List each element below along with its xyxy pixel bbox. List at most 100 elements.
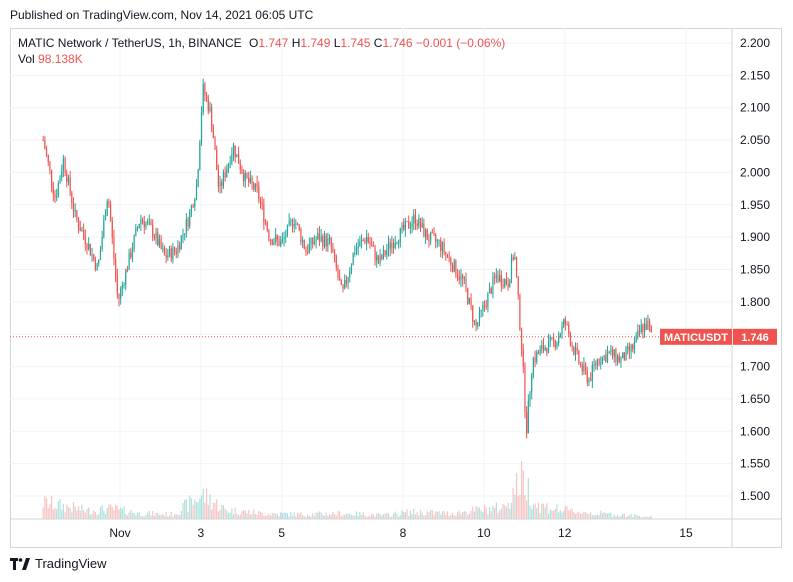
change-value: −0.001 (−0.06%): [415, 36, 506, 50]
candle-body: [441, 242, 444, 251]
symbol-label[interactable]: MATIC Network / TetherUS, 1h, BINANCE: [18, 36, 242, 50]
y-tick-label: 1.700: [740, 360, 770, 374]
volume-bar: [536, 508, 538, 519]
volume-bar: [307, 514, 309, 519]
price-axis: 2.200 2.150 2.100 2.050 2.000 1.950 1.900 1.850…: [740, 36, 770, 503]
candle-body: [42, 140, 44, 142]
candle-body: [180, 235, 182, 250]
candle-body: [342, 284, 344, 289]
volume-bar: [291, 516, 294, 519]
volume-bar: [623, 513, 625, 519]
candle-body: [227, 163, 230, 170]
volume-bar: [89, 515, 91, 519]
volume-bar: [483, 504, 486, 519]
candle-body: [141, 219, 144, 222]
candle-body: [372, 245, 374, 247]
candle-body: [379, 255, 381, 264]
candle-body: [630, 344, 632, 352]
candle-body: [371, 244, 373, 246]
volume-bar: [207, 504, 209, 519]
volume-bar: [325, 512, 327, 519]
volume-bar: [507, 502, 509, 519]
volume-bar: [573, 512, 575, 519]
candle-body: [307, 251, 309, 253]
candle-body: [120, 289, 122, 299]
candle-body: [384, 250, 386, 255]
volume-bar: [458, 510, 460, 519]
candle-body: [418, 218, 420, 226]
candle-body: [458, 277, 460, 280]
volume-bar: [271, 513, 273, 519]
volume-bar: [276, 513, 278, 519]
candle-body: [328, 238, 331, 240]
candle-body: [302, 240, 304, 243]
candle-body: [642, 324, 644, 332]
volume-bar: [463, 511, 465, 519]
volume-bar: [241, 511, 243, 519]
volume-bar: [460, 514, 462, 519]
candle-body: [522, 349, 524, 367]
candle-body: [635, 335, 637, 342]
volume-bar: [595, 515, 597, 519]
candle-body: [509, 280, 511, 288]
volume-bar: [179, 514, 181, 519]
candle-body: [369, 241, 371, 245]
candle-body: [362, 239, 364, 241]
volume-bar: [564, 506, 566, 519]
candle-body: [389, 242, 391, 249]
candle-body: [323, 235, 326, 247]
candle-body: [401, 224, 403, 229]
x-tick-label: 12: [558, 526, 572, 540]
volume-bar: [494, 507, 496, 519]
candle-body: [541, 345, 543, 349]
candle-body: [357, 246, 359, 249]
volume-bar: [101, 504, 103, 519]
volume-label: Vol: [18, 52, 35, 66]
candle-body: [229, 163, 231, 165]
volume-bar: [462, 512, 464, 519]
footer-brand[interactable]: TradingView: [10, 556, 107, 571]
candle-body: [286, 224, 289, 237]
candle-body: [339, 276, 341, 281]
candle-body: [421, 223, 423, 228]
candle-body: [433, 232, 435, 235]
volume-bar: [204, 502, 206, 519]
volume-bar: [475, 505, 477, 519]
candle-body: [126, 269, 129, 271]
volume-bar: [438, 511, 440, 519]
candle-body: [160, 239, 162, 249]
volume-bar: [350, 515, 353, 519]
candle-body: [462, 275, 464, 279]
volume-bar: [450, 514, 452, 519]
volume-bar: [576, 512, 578, 519]
volume-bar: [596, 514, 598, 519]
volume-bar: [71, 512, 73, 519]
candle-body: [431, 232, 433, 234]
volume-bar: [650, 515, 652, 519]
candle-body: [248, 177, 250, 183]
candle-body: [239, 163, 241, 170]
candle-body: [69, 177, 71, 193]
candle-body: [219, 181, 221, 187]
candle-body: [285, 236, 287, 238]
candle-body: [103, 219, 105, 237]
volume-bar: [394, 511, 396, 519]
volume-bar: [603, 512, 605, 519]
y-tick-label: 1.550: [740, 457, 770, 471]
candle-body: [133, 235, 135, 250]
chart-frame[interactable]: [10, 28, 782, 548]
volume-bar: [446, 511, 449, 519]
volume-bar: [558, 512, 560, 519]
volume-bar: [379, 513, 381, 519]
candle-body: [71, 192, 73, 204]
candle-body: [416, 224, 418, 226]
candle-body: [404, 221, 406, 230]
candle-body: [628, 346, 630, 352]
y-tick-label: 1.600: [740, 424, 770, 438]
volume-bar: [91, 513, 93, 519]
candle-body: [177, 245, 179, 254]
candle-body: [558, 337, 560, 344]
candle-body: [275, 235, 277, 242]
volume-bar: [515, 472, 518, 519]
